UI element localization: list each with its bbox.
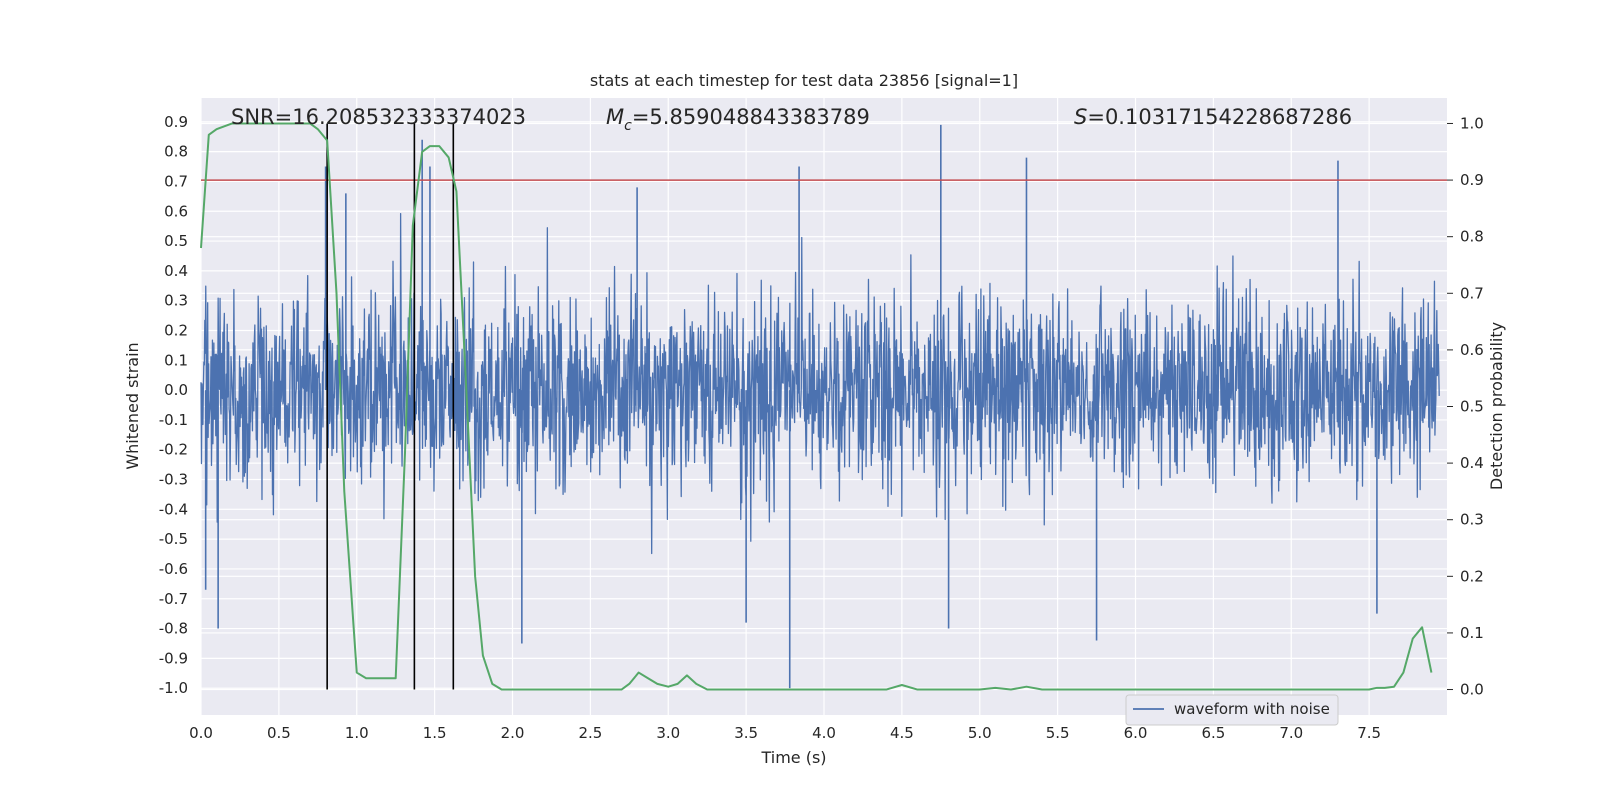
- x-axis-label: Time (s): [760, 748, 826, 767]
- y-tick-label: -0.8: [159, 620, 188, 638]
- y-axis-label: Whitened strain: [123, 342, 142, 469]
- y-tick-label: 0.5: [164, 232, 188, 250]
- y-tick-label: 0.9: [164, 113, 188, 131]
- x-tick-label: 4.5: [890, 724, 914, 742]
- y-tick-label: 0.4: [164, 262, 188, 280]
- x-tick-label: 6.5: [1201, 724, 1225, 742]
- y2-tick-label: 0.8: [1460, 228, 1484, 246]
- y-tick-label: -0.2: [159, 441, 188, 459]
- y-tick-label: 0.6: [164, 202, 188, 220]
- y-tick-label: -1.0: [159, 679, 188, 697]
- snr-annotation: SNR=16.208532333374023: [231, 105, 526, 129]
- x-tick-label: 3.5: [734, 724, 758, 742]
- legend: waveform with noise: [1125, 694, 1339, 726]
- mc-subscript: c: [624, 118, 632, 134]
- y2-tick-label: 0.9: [1460, 171, 1484, 189]
- x-tick-label: 1.5: [423, 724, 447, 742]
- y-tick-label: 0.8: [164, 143, 188, 161]
- y2-tick-label: 0.5: [1460, 398, 1484, 416]
- x-tick-label: 7.0: [1279, 724, 1303, 742]
- y2-tick-label: 0.0: [1460, 681, 1484, 699]
- y2-tick-label: 0.4: [1460, 454, 1484, 472]
- x-tick-label: 3.0: [656, 724, 680, 742]
- mc-annotation: Mc=5.859048843383789: [606, 105, 870, 134]
- legend-label-waveform: waveform with noise: [1174, 700, 1330, 718]
- x-tick-label: 0.0: [189, 724, 213, 742]
- mc-symbol: M: [606, 105, 624, 129]
- y2-axis-label: Detection probability: [1487, 322, 1506, 490]
- y-tick-label: 0.0: [164, 381, 188, 399]
- y-tick-label: -0.5: [159, 530, 188, 548]
- y-tick-label: -0.9: [159, 649, 188, 667]
- x-tick-label: 7.5: [1357, 724, 1381, 742]
- s-symbol: S: [1074, 105, 1087, 129]
- x-tick-label: 6.0: [1124, 724, 1148, 742]
- detection-probability-line: [200, 122, 1433, 691]
- y-tick-label: -0.6: [159, 560, 188, 578]
- y2-tick-label: 0.1: [1460, 624, 1484, 642]
- y-tick-label: -0.1: [159, 411, 188, 429]
- y2-tick-label: 0.3: [1460, 511, 1484, 529]
- s-annotation: S=0.10317154228687286: [1074, 105, 1352, 129]
- y-tick-label: -0.4: [159, 500, 188, 518]
- x-tick-label: 5.0: [968, 724, 992, 742]
- x-tick-label: 5.5: [1046, 724, 1070, 742]
- y2-tick-label: 0.7: [1460, 284, 1484, 302]
- x-tick-label: 1.0: [345, 724, 369, 742]
- y-tick-label: 0.2: [164, 321, 188, 339]
- y-tick-label: -0.7: [159, 590, 188, 608]
- y-tick-label: -0.3: [159, 471, 188, 489]
- x-tick-label: 4.0: [812, 724, 836, 742]
- y-tick-label: 0.7: [164, 172, 188, 190]
- chart-title: stats at each timestep for test data 238…: [590, 71, 1018, 90]
- x-tick-label: 2.0: [501, 724, 525, 742]
- x-tick-label: 0.5: [267, 724, 291, 742]
- x-tick-label: 2.5: [578, 724, 602, 742]
- y2-tick-label: 0.6: [1460, 341, 1484, 359]
- legend-box: [1125, 694, 1339, 726]
- mc-value: =5.859048843383789: [632, 105, 870, 129]
- y-tick-label: 0.1: [164, 351, 188, 369]
- y2-tick-label: 1.0: [1460, 114, 1484, 132]
- y-tick-label: 0.3: [164, 292, 188, 310]
- y2-tick-label: 0.2: [1460, 567, 1484, 585]
- s-value: =0.10317154228687286: [1087, 105, 1352, 129]
